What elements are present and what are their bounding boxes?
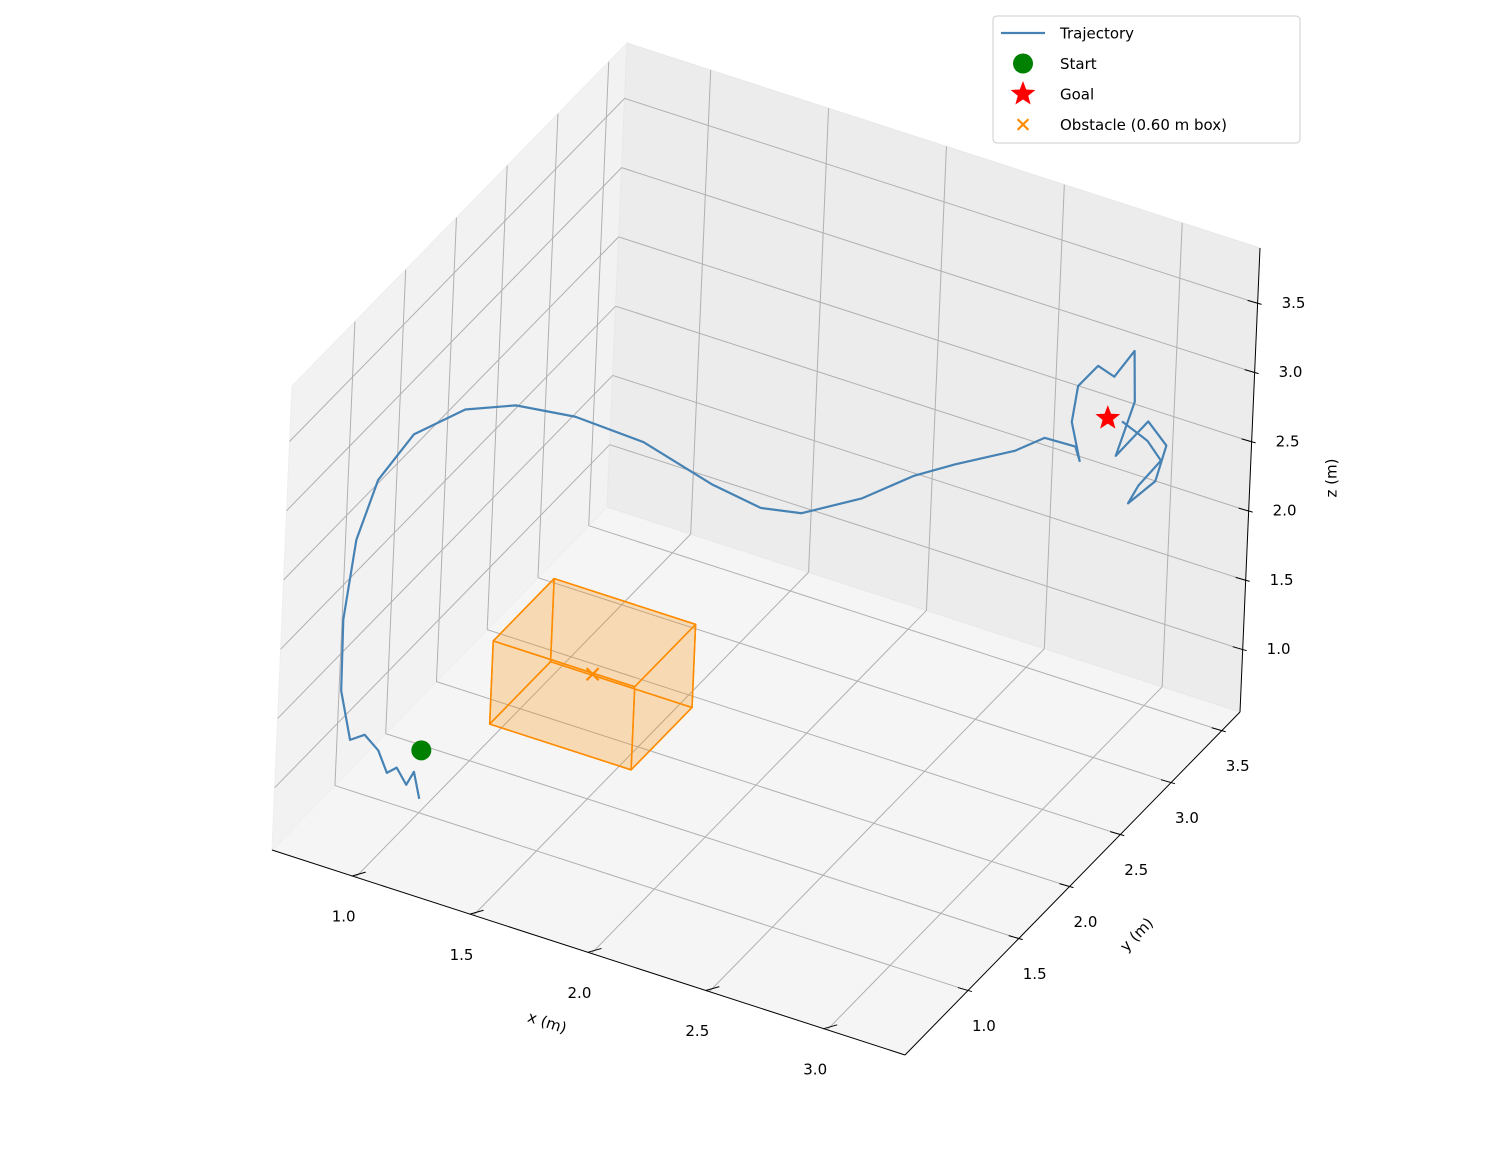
- obstacle-marker: [585, 667, 600, 681]
- grid-line: [690, 70, 712, 535]
- grid-line: [385, 733, 1019, 940]
- x-tick-label: 1.5: [450, 946, 474, 964]
- grid-line: [609, 444, 1243, 651]
- tick-mark: [1247, 299, 1262, 305]
- grid-line: [283, 236, 619, 581]
- grid-line: [289, 98, 625, 442]
- tick-mark: [1235, 576, 1250, 582]
- z-tick-label: 1.0: [1267, 640, 1291, 658]
- legend-marker: [1010, 81, 1036, 105]
- grid-line: [708, 648, 1045, 992]
- grid-line: [1161, 222, 1183, 687]
- tick-mark: [1008, 935, 1023, 941]
- grid-line: [385, 269, 407, 734]
- grid-line: [826, 686, 1163, 1031]
- grid-line: [486, 165, 508, 630]
- grid-line: [334, 321, 356, 786]
- tick-mark: [823, 1024, 838, 1030]
- tick-mark: [1110, 831, 1125, 837]
- x-tick-label: 3.0: [803, 1060, 827, 1078]
- tick-mark: [957, 987, 973, 993]
- grid-line: [355, 533, 692, 878]
- grid-line: [1043, 184, 1065, 649]
- grid-line: [487, 629, 1121, 836]
- tick-mark: [1244, 369, 1259, 375]
- y-tick-label: 2.5: [1124, 861, 1148, 879]
- z-tick-label: 1.5: [1270, 571, 1294, 589]
- grid-line: [286, 167, 622, 512]
- grid-line: [588, 61, 610, 526]
- grid-line: [537, 577, 1172, 784]
- tick-mark: [1059, 883, 1074, 889]
- y-tick-label: 1.5: [1023, 965, 1047, 983]
- tick-mark: [1238, 507, 1253, 513]
- z-tick-label: 3.5: [1282, 294, 1306, 312]
- grid-line: [591, 610, 927, 954]
- grid-line: [588, 525, 1222, 732]
- grid-line: [435, 217, 457, 682]
- grid-line: [925, 146, 947, 611]
- grid-line: [537, 113, 559, 578]
- x-marker-stroke: [585, 667, 600, 681]
- tick-mark: [469, 909, 484, 915]
- obstacle-box-face: [630, 623, 697, 771]
- legend-label: Obstacle (0.60 m box): [1060, 116, 1227, 134]
- x-marker-stroke: [1016, 118, 1030, 131]
- trajectory-line: [340, 349, 1168, 800]
- obstacle-box-face: [488, 577, 555, 725]
- grid-line: [621, 167, 1255, 374]
- z-tick-label: 2.0: [1273, 502, 1297, 520]
- legend-label: Start: [1060, 55, 1097, 73]
- tick-mark: [351, 871, 366, 877]
- axis-line: [904, 711, 1241, 1056]
- legend-box: [992, 15, 1301, 144]
- x-tick-label: 1.0: [332, 908, 356, 926]
- grid-line: [624, 97, 1258, 304]
- grid-line: [618, 236, 1252, 443]
- grid-line: [274, 444, 611, 789]
- y-tick-label: 3.5: [1226, 757, 1250, 775]
- y-tick-label: 2.0: [1074, 913, 1098, 931]
- z-tick-label: 3.0: [1279, 363, 1303, 381]
- x-tick-label: 2.5: [685, 1022, 709, 1040]
- grid-line: [473, 571, 809, 916]
- grid-line: [277, 375, 614, 719]
- y-tick-label: 3.0: [1175, 809, 1199, 827]
- grid-line: [615, 305, 1249, 512]
- point: [1095, 405, 1121, 429]
- axis-line: [1239, 247, 1261, 713]
- axis-line: [271, 849, 906, 1056]
- point: [411, 740, 432, 761]
- grid-line: [436, 681, 1070, 888]
- z-axis-label: z (m): [1323, 459, 1341, 498]
- y-tick-label: 1.0: [972, 1017, 996, 1035]
- grid-line: [334, 785, 969, 992]
- legend-marker: [1016, 118, 1030, 131]
- tick-mark: [1211, 727, 1226, 733]
- tick-mark: [1160, 779, 1176, 785]
- legend-marker: [1013, 53, 1033, 74]
- z-tick-label: 2.5: [1276, 432, 1300, 450]
- tick-mark: [705, 986, 720, 992]
- grid-line: [280, 305, 617, 650]
- grid-line: [808, 108, 830, 573]
- tick-mark: [587, 947, 602, 953]
- grid-line: [612, 374, 1246, 581]
- tick-mark: [1232, 646, 1247, 652]
- legend-label: Trajectory: [1059, 25, 1134, 43]
- tick-mark: [1241, 438, 1256, 444]
- x-tick-label: 2.0: [568, 984, 592, 1002]
- legend-label: Goal: [1060, 86, 1094, 104]
